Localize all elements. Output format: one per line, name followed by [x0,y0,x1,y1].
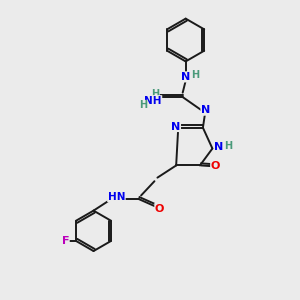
Text: N: N [201,105,210,115]
Text: H: H [139,100,147,110]
Text: N: N [171,122,181,131]
Text: H: H [191,70,199,80]
Text: H: H [151,88,159,98]
Text: HN: HN [108,192,125,202]
Text: H: H [224,140,232,151]
Text: NH: NH [144,96,162,106]
Text: N: N [214,142,224,152]
Text: O: O [211,161,220,171]
Text: O: O [155,204,164,214]
Text: F: F [61,236,69,246]
Text: N: N [181,72,190,82]
